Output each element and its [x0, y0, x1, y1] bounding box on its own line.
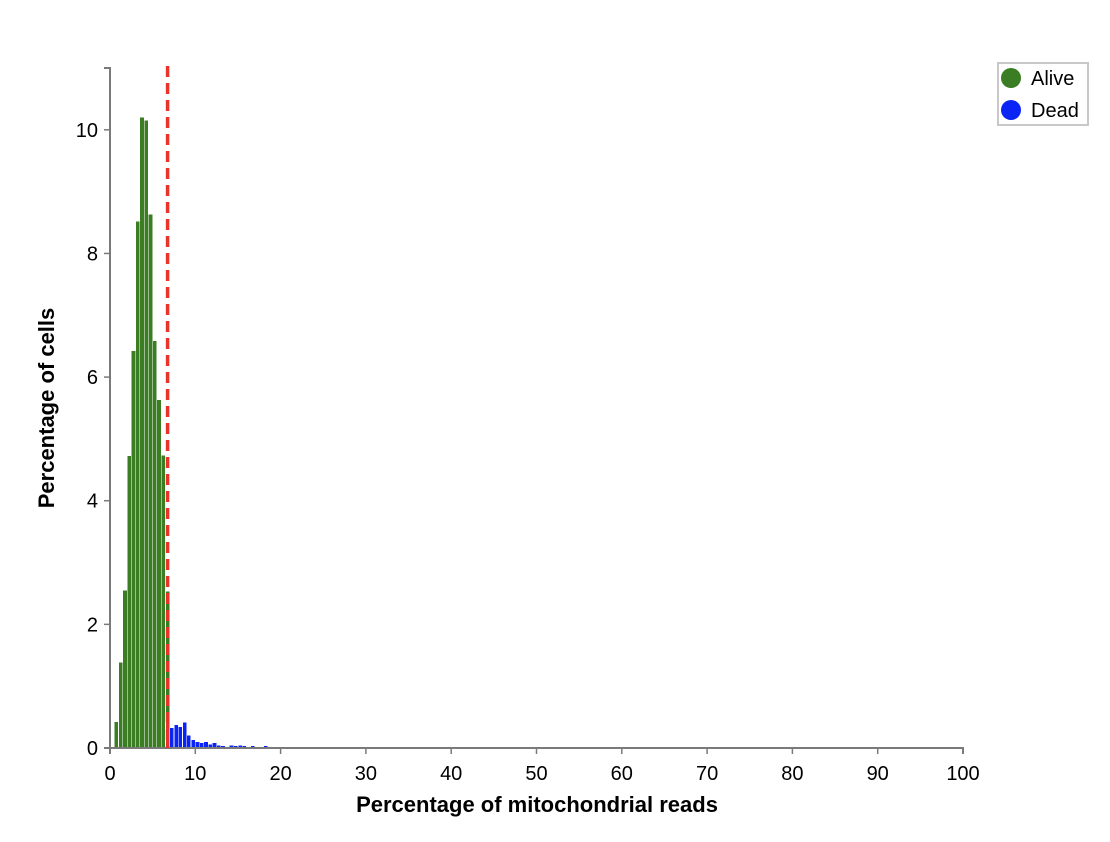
bar-alive-0-3: [127, 456, 132, 748]
x-tick-label-70: 70: [696, 763, 718, 785]
bar-dead-x0-9: [208, 744, 213, 748]
legend-swatch-dead: [1001, 100, 1021, 120]
bar-alive-0-10: [157, 399, 161, 748]
bar-alive-0-0: [114, 722, 119, 748]
x-tick-label-10: 10: [184, 763, 206, 785]
axes-layer: 0 10 20 30 40 50 60 70 80 90 100 0 2 4 6 8 10: [76, 67, 980, 785]
bar-alive-0-8: [148, 214, 153, 748]
y-axis-line: [104, 67, 111, 749]
bar-alive-0-9: [152, 341, 157, 748]
bar-dead-x0-5: [191, 739, 196, 748]
bar-alive-0-1: [118, 662, 123, 748]
bar-alive-0-5: [135, 221, 140, 748]
bar-dead-x0-7: [199, 743, 204, 748]
bar-dead-x0-11: [216, 745, 221, 748]
x-tick-label-20: 20: [269, 763, 291, 785]
bar-alive-0-6: [140, 117, 144, 748]
x-tick-label-30: 30: [355, 763, 377, 785]
x-tick-label-80: 80: [781, 763, 803, 785]
y-tick-label-10: 10: [76, 120, 98, 142]
bar-alive-0-4: [131, 351, 136, 748]
bar-dead-x0-4: [187, 735, 191, 748]
y-axis-title: Percentage of cells: [34, 308, 59, 509]
bar-dead-x0-10: [212, 743, 217, 748]
bar-alive-0-11: [161, 455, 166, 748]
x-tick-label-90: 90: [867, 763, 889, 785]
x-tick-label-40: 40: [440, 763, 462, 785]
bar-dead-x0-16: [238, 745, 242, 748]
bar-dead-x0-0: [170, 728, 174, 748]
bar-alive-0-7: [144, 120, 149, 749]
y-tick-label-8: 8: [87, 243, 98, 265]
legend-label-alive: Alive: [1031, 68, 1074, 90]
x-axis-title: Percentage of mitochondrial reads: [356, 792, 718, 817]
y-tick-label-6: 6: [87, 367, 98, 389]
bar-dead-x0-8: [204, 741, 208, 748]
bar-alive-0-2: [123, 590, 127, 748]
x-tick-label-60: 60: [611, 763, 633, 785]
y-tick-label-0: 0: [87, 738, 98, 760]
legend-label-dead: Dead: [1031, 100, 1079, 122]
x-tick-label-100: 100: [946, 763, 979, 785]
bars-layer: [114, 117, 903, 749]
x-tick-label-0: 0: [104, 763, 115, 785]
y-tick-label-2: 2: [87, 614, 98, 636]
bar-dead-x0-6: [195, 741, 200, 748]
legend-swatch-alive: [1001, 68, 1021, 88]
bar-dead-x0-14: [229, 745, 234, 748]
x-tick-label-50: 50: [525, 763, 547, 785]
bar-dead-x0-3: [182, 722, 187, 748]
legend: Alive Dead: [997, 62, 1089, 126]
y-tick-label-4: 4: [87, 491, 98, 513]
bar-dead-x0-1: [174, 725, 178, 748]
bar-dead-x0-2: [178, 726, 183, 748]
